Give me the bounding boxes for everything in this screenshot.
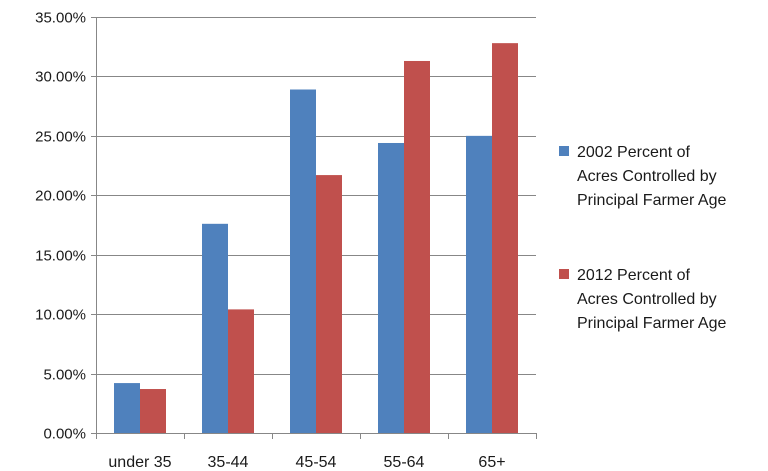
y-tick-label: 15.00% [35,248,86,265]
x-tick-label: 65+ [478,454,505,471]
legend-label-2012: 2012 Percent of [577,267,691,284]
bar-2012-45-54 [316,175,342,433]
y-tick-label: 20.00% [35,188,86,205]
legend: 2002 Percent of Acres Controlled by Princi… [559,144,726,332]
y-tick-label: 5.00% [43,367,86,384]
x-tick-label: under 35 [108,454,171,471]
bar-2012-35-44 [228,309,254,433]
y-tick-label: 0.00% [43,426,86,443]
x-tick-label: 35-44 [208,454,249,471]
y-tick-label: 10.00% [35,307,86,324]
bar-2002-55-64 [378,143,404,433]
legend-label-2002: Acres Controlled by [577,168,717,185]
x-tick-label: 55-64 [384,454,425,471]
legend-label-2012: Acres Controlled by [577,291,717,308]
bar-2012-65plus [492,43,518,433]
bar-2012-under-35 [140,389,166,433]
y-tick-label: 25.00% [35,129,86,146]
legend-label-2002: Principal Farmer Age [577,192,726,209]
x-tick-labels: under 35 35-44 45-54 55-64 65+ [108,454,505,471]
bar-2002-65plus [466,136,492,433]
x-tick-label: 45-54 [296,454,337,471]
bar-2012-55-64 [404,61,430,433]
bar-2002-under-35 [114,383,140,433]
legend-label-2012: Principal Farmer Age [577,315,726,332]
legend-swatch-2002 [559,146,569,156]
y-tick-labels: 0.00% 5.00% 10.00% 15.00% 20.00% 25.00% 30.00%… [35,10,86,443]
y-tick-label: 30.00% [35,69,86,86]
bar-2002-35-44 [202,224,228,433]
bar-2002-45-54 [290,90,316,433]
legend-swatch-2012 [559,269,569,279]
y-tick-label: 35.00% [35,10,86,27]
legend-label-2002: 2002 Percent of [577,144,691,161]
